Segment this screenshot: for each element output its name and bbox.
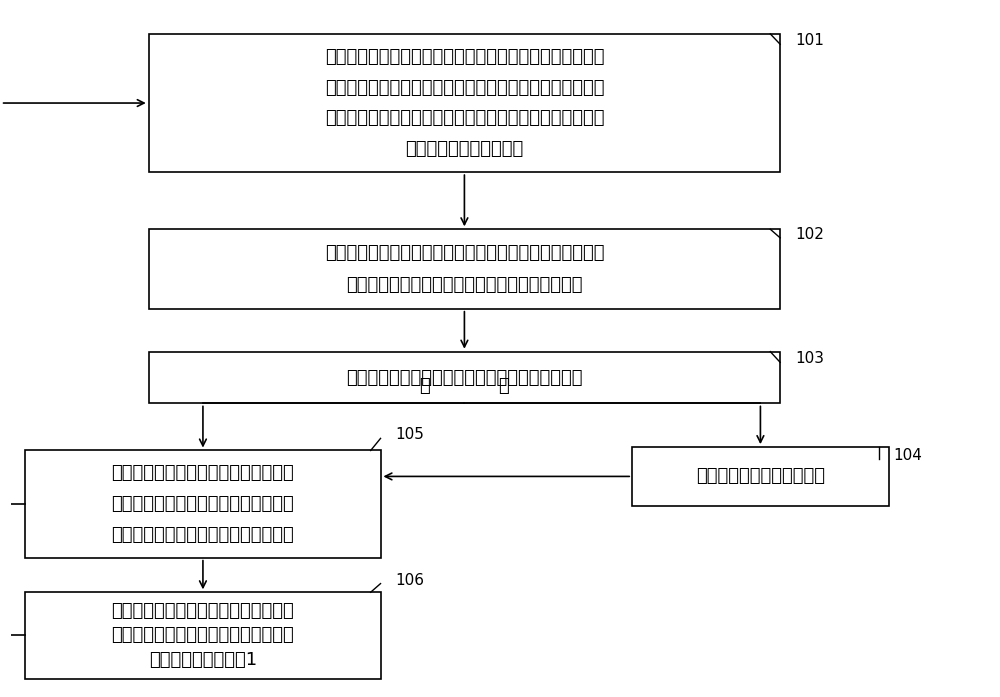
Text: 预设演绎回退条件，则将参与演绎的子: 预设演绎回退条件，则将参与演绎的子 (112, 627, 294, 645)
Text: 词进行合一，生成矛盾体分离单元结果演绎分离式: 词进行合一，生成矛盾体分离单元结果演绎分离式 (346, 276, 583, 294)
Bar (149, 351, 780, 404)
Text: 102: 102 (795, 227, 824, 242)
Text: 遍历演绎子句集中子句所包含的文字，对不同子句的互补谓: 遍历演绎子句集中子句所包含的文字，对不同子句的互补谓 (325, 244, 604, 262)
Text: 候选子句构建演绎子句集: 候选子句构建演绎子句集 (405, 140, 524, 158)
Bar (25, 592, 381, 679)
Text: 若矛盾体分离单元结果演绎分离式满足: 若矛盾体分离单元结果演绎分离式满足 (112, 602, 294, 620)
Text: 是: 是 (499, 377, 509, 395)
Bar (149, 229, 780, 309)
Text: 103: 103 (795, 351, 824, 367)
Bar (149, 34, 780, 172)
Text: 106: 106 (395, 573, 424, 588)
Bar (25, 450, 381, 558)
Text: 组成单元子句集以及基于起步单元子句选取候选子句集，并: 组成单元子句集以及基于起步单元子句选取候选子句集，并 (325, 79, 604, 97)
Text: 101: 101 (795, 33, 824, 48)
Text: 判断矛盾体分离单元结果演绎分离式是否为空子句: 判断矛盾体分离单元结果演绎分离式是否为空子句 (346, 369, 583, 387)
Bar (632, 447, 889, 506)
Text: 105: 105 (395, 427, 424, 443)
Text: 采用起步单元子句、单元子句集以及从候选子句集中选取的: 采用起步单元子句、单元子句集以及从候选子句集中选取的 (325, 109, 604, 128)
Text: 104: 104 (894, 448, 922, 464)
Text: 效单元子句，则将矛盾体分离单元结果: 效单元子句，则将矛盾体分离单元结果 (112, 495, 294, 513)
Text: 从一阶逻辑子句集中选取起步单元子句、选取剩余单元子句: 从一阶逻辑子句集中选取起步单元子句、选取剩余单元子句 (325, 48, 604, 66)
Text: 演绎分离式添加至一阶逻辑子句集之中: 演绎分离式添加至一阶逻辑子句集之中 (112, 526, 294, 544)
Text: 否: 否 (420, 377, 430, 395)
Text: 句的无效演绎权重加1: 句的无效演绎权重加1 (149, 651, 257, 669)
Text: 若矛盾体分离单元结果演绎分离式为有: 若矛盾体分离单元结果演绎分离式为有 (112, 464, 294, 482)
Text: 输出定理被证明的判定结果: 输出定理被证明的判定结果 (696, 468, 825, 485)
